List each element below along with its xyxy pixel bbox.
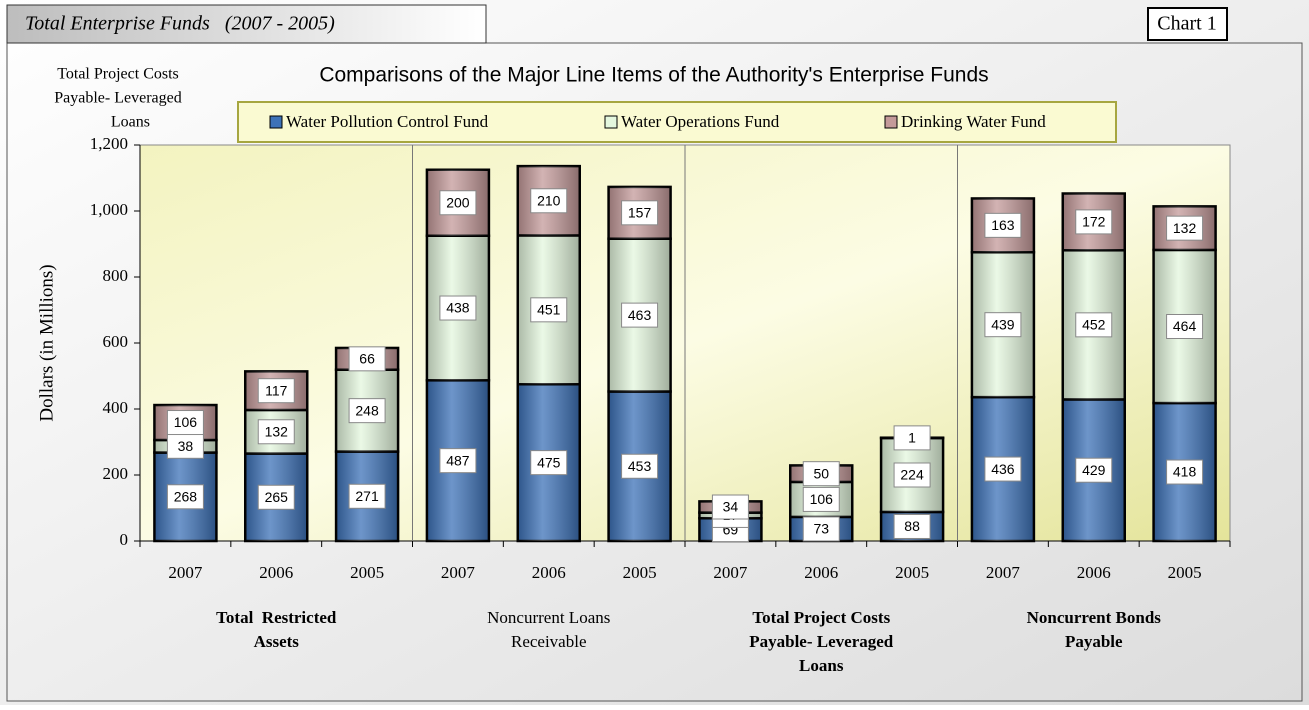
x-tick-label: 2005: [350, 563, 384, 582]
value-label: 453: [628, 458, 652, 474]
x-tick-label: 2006: [532, 563, 566, 582]
value-label: 34: [723, 499, 739, 515]
value-label: 438: [446, 300, 470, 316]
value-label: 436: [991, 461, 1015, 477]
value-label: 265: [265, 489, 289, 505]
legend-label: Drinking Water Fund: [901, 112, 1046, 131]
x-tick-label: 2005: [623, 563, 657, 582]
value-label: 200: [446, 194, 470, 210]
value-label: 88: [904, 518, 920, 534]
group-label: Noncurrent Bonds: [1027, 608, 1162, 627]
chart-title: Comparisons of the Major Line Items of t…: [319, 64, 988, 87]
group-label: Assets: [254, 632, 300, 651]
legend-swatch: [605, 116, 617, 128]
value-label: 38: [178, 438, 194, 454]
value-label: 271: [355, 488, 379, 504]
group-label: Noncurrent Loans: [487, 608, 610, 627]
value-label: 106: [810, 491, 834, 507]
value-label: 210: [537, 192, 561, 208]
value-label: 163: [991, 217, 1015, 233]
value-label: 487: [446, 452, 470, 468]
group-label: Receivable: [511, 632, 587, 651]
value-label: 451: [537, 302, 561, 318]
value-label: 1: [908, 430, 916, 446]
value-label: 452: [1082, 317, 1106, 333]
value-label: 73: [813, 521, 829, 537]
value-label: 132: [1173, 220, 1197, 236]
group-label: Payable: [1065, 632, 1123, 651]
legend-swatch: [270, 116, 282, 128]
x-tick-label: 2007: [986, 563, 1021, 582]
y-tick-label: 600: [103, 332, 129, 351]
legend-label: Water Operations Fund: [621, 112, 780, 131]
value-label: 132: [265, 423, 289, 439]
value-label: 66: [359, 351, 375, 367]
y-tick-label: 1,000: [90, 200, 128, 219]
x-tick-label: 2006: [1077, 563, 1111, 582]
x-tick-label: 2007: [168, 563, 203, 582]
y-tick-label: 200: [103, 464, 129, 483]
value-label: 464: [1173, 318, 1197, 334]
y-axis-label: Dollars (in Millions): [36, 264, 57, 421]
group-label: Loans: [799, 656, 844, 675]
group-label: Total Project Costs: [752, 608, 890, 627]
x-tick-label: 2005: [1168, 563, 1202, 582]
value-label: 475: [537, 454, 561, 470]
value-label: 268: [174, 488, 198, 504]
value-label: 172: [1082, 214, 1106, 230]
value-label: 117: [265, 382, 288, 398]
chart-label: Chart 1: [1157, 13, 1216, 35]
corner-note: Payable- Leveraged: [54, 90, 181, 107]
value-label: 157: [628, 205, 652, 221]
x-tick-label: 2007: [441, 563, 476, 582]
y-tick-label: 400: [103, 398, 129, 417]
x-tick-label: 2005: [895, 563, 929, 582]
value-label: 439: [991, 316, 1015, 332]
x-tick-label: 2007: [713, 563, 748, 582]
x-tick-label: 2006: [804, 563, 838, 582]
y-tick-label: 0: [120, 530, 129, 549]
corner-note: Loans: [111, 114, 150, 131]
value-label: 106: [174, 414, 198, 430]
group-label: Payable- Leveraged: [749, 632, 894, 651]
value-label: 418: [1173, 464, 1197, 480]
legend-label: Water Pollution Control Fund: [286, 112, 489, 131]
corner-note: Total Project Costs: [57, 66, 179, 83]
value-label: 248: [355, 402, 379, 418]
tab-title: Total Enterprise Funds (2007 - 2005): [25, 13, 335, 35]
y-tick-label: 1,200: [90, 134, 128, 153]
value-label: 463: [628, 307, 652, 323]
legend-swatch: [885, 116, 897, 128]
value-label: 429: [1082, 462, 1106, 478]
value-label: 50: [813, 465, 829, 481]
group-label: Total Restricted: [216, 608, 337, 627]
y-tick-label: 800: [103, 266, 129, 285]
x-tick-label: 2006: [259, 563, 293, 582]
value-label: 224: [900, 467, 924, 483]
